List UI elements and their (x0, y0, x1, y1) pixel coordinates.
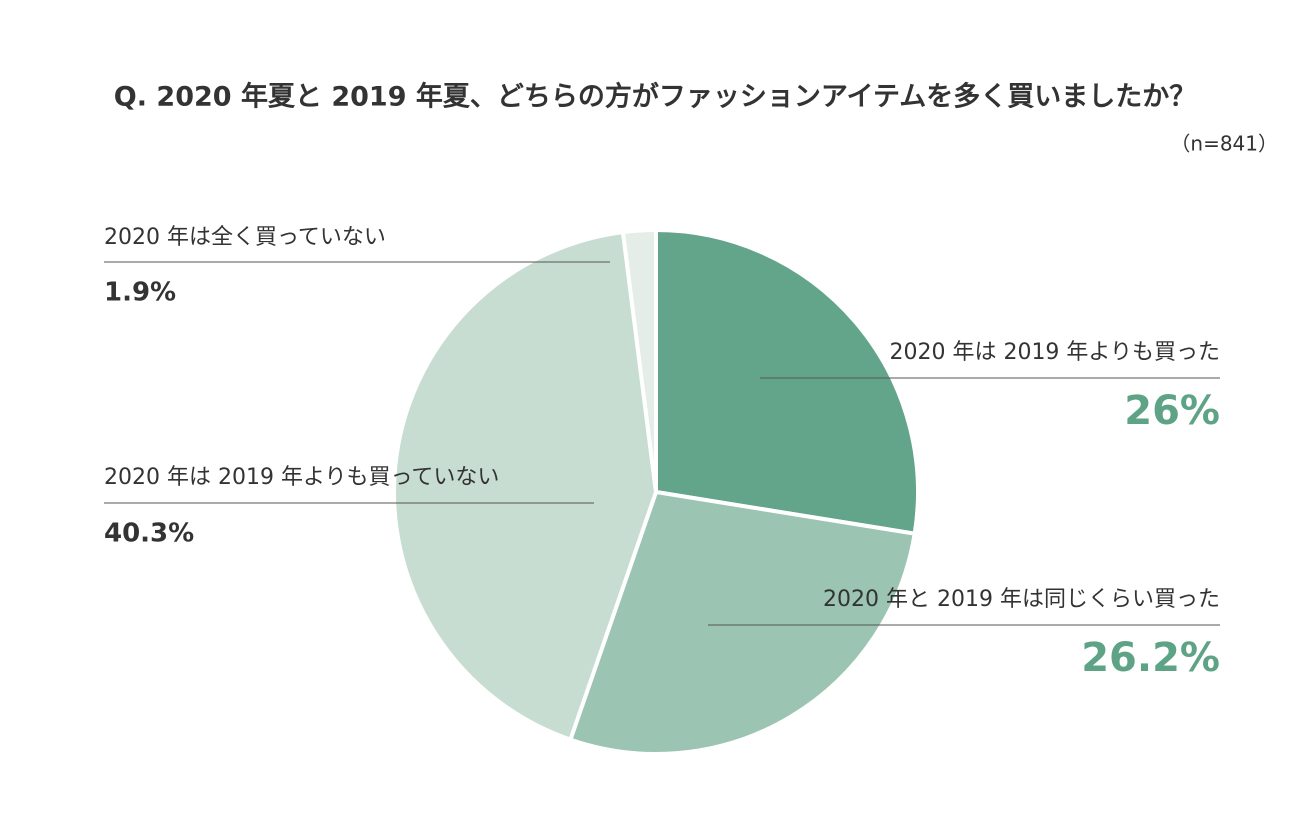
value-label: 26% (1124, 388, 1220, 434)
pie-slice (654, 227, 920, 536)
pie-slice (392, 229, 659, 743)
slice-label: 2020 年は全く買っていない (104, 225, 386, 250)
value-label: 1.9% (104, 278, 176, 308)
slice-label: 2020 年は 2019 年よりも買った (889, 340, 1220, 365)
chart-title: Q. 2020 年夏と 2019 年夏、どちらの方がファッションアイテムを多く買… (114, 81, 1196, 113)
value-label: 26.2% (1081, 635, 1220, 681)
pie-slice (567, 489, 917, 756)
value-label: 40.3% (104, 519, 194, 549)
pie-slice (620, 227, 658, 493)
slice-label: 2020 年は 2019 年よりも買っていない (104, 465, 499, 490)
chart-subtitle: （n=841） (1170, 132, 1278, 156)
slice-label: 2020 年と 2019 年は同じくらい買った (823, 587, 1220, 612)
